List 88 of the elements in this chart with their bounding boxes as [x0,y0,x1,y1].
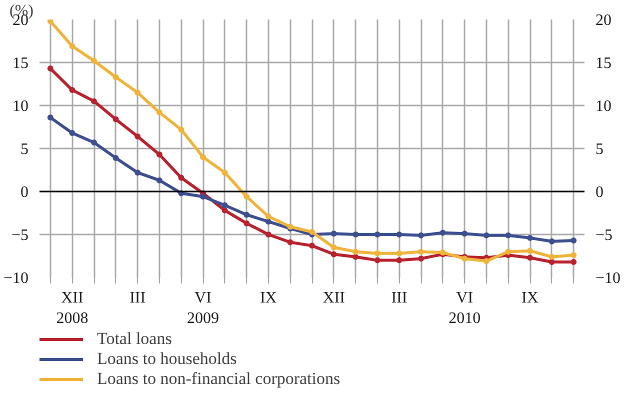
point [178,174,184,181]
point [330,244,337,250]
x-tick-label: III [391,290,408,306]
point [483,258,490,264]
point [483,232,490,238]
point [222,207,228,214]
x-tick-label: IX [522,290,539,306]
point [352,248,359,255]
point [527,234,533,241]
point [265,218,272,225]
point [352,232,359,238]
y-tick-label: 10 [12,98,28,115]
point [244,220,250,226]
point [570,259,577,266]
point [91,98,97,104]
point [112,116,119,122]
point [134,170,141,176]
y-tick-label: −10 [3,270,29,287]
point [527,248,533,254]
point [374,250,380,256]
point [309,228,315,235]
x-tick-label: XII 2008 [56,290,88,327]
point [112,74,119,80]
point [548,238,555,244]
point [134,90,141,96]
point [374,232,380,238]
x-tick-label: VI 2009 [187,290,219,327]
point [222,202,228,208]
y2-tick-label: −10 [596,270,621,287]
point [418,256,424,262]
point [265,213,272,220]
y2-tick-label: 15 [596,55,612,72]
y-tick-label: −5 [11,227,29,244]
point [309,242,315,249]
x-tick-label: XII [322,290,345,306]
point [330,230,337,237]
point [222,170,228,176]
point [374,257,380,264]
point [570,252,577,258]
y2-tick-label: 0 [596,184,604,201]
point [505,248,512,255]
point [527,254,533,261]
point [396,250,402,256]
y-tick-label: 15 [12,55,28,72]
point [330,251,337,258]
point [200,154,206,160]
point [178,126,184,133]
point [47,114,54,121]
y2-tick-label: 10 [596,98,612,115]
point [156,109,162,116]
point [69,87,76,94]
point [418,232,424,238]
point [47,66,54,72]
legend-label: Total loans [97,329,172,349]
point [440,230,446,236]
point [462,230,468,237]
point [244,194,250,200]
point [156,152,162,158]
x-tick-label: IX [260,290,278,306]
y2-tick-label: −5 [596,227,613,244]
point [548,254,555,260]
point [396,232,402,238]
point [396,257,402,264]
point [548,259,555,266]
y2-tick-label: 20 [596,12,612,29]
point [156,177,162,184]
point [265,232,272,238]
point [570,238,577,244]
point [47,20,54,24]
point [134,133,141,140]
x-tick-label: III [130,290,146,306]
point [69,43,76,50]
point [244,212,250,218]
point [200,194,206,200]
legend-label: Loans to households [97,349,237,369]
y-tick-label: 0 [20,184,28,201]
point [69,130,76,136]
point [418,248,424,255]
y2-tick-label: 5 [596,141,604,158]
point [91,139,97,146]
point [287,239,294,246]
point [352,254,359,260]
point [505,232,512,238]
y-tick-label: 5 [20,141,28,158]
x-tick-label: VI 2010 [448,290,481,327]
point [112,154,119,161]
legend-label: Loans to non-financial corporations [97,369,340,389]
point [91,58,97,64]
